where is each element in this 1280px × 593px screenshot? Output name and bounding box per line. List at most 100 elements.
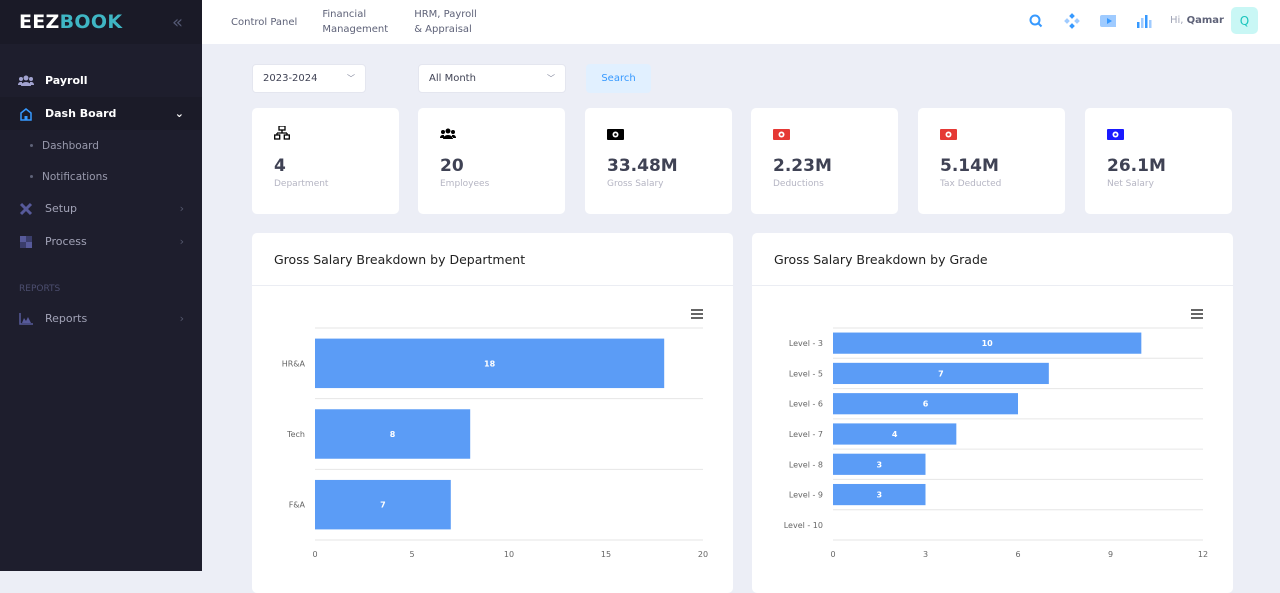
logo-text: EEZ — [19, 11, 60, 33]
stat-label: Department — [274, 179, 329, 189]
money-icon — [1107, 125, 1210, 141]
nav-control-panel[interactable]: Control Panel — [231, 16, 298, 28]
year-select-value: 2023-2024 — [263, 73, 318, 84]
stat-card-employees: 20 Employees — [418, 108, 565, 214]
users-icon — [439, 125, 543, 141]
money-icon — [607, 125, 710, 141]
sidebar-subitem-notifications[interactable]: Notifications — [0, 161, 202, 192]
sidebar-subitem-dashboard[interactable]: Dashboard — [0, 130, 202, 161]
chevron-right-icon: › — [179, 312, 184, 325]
chart-menu-icon[interactable] — [1191, 309, 1203, 321]
chart-title: Gross Salary Breakdown by Department — [252, 233, 733, 286]
stat-label: Employees — [440, 179, 490, 189]
nav-label-line: & Appraisal — [414, 24, 472, 35]
sitemap-icon — [274, 125, 377, 141]
data-label: 6 — [923, 400, 929, 409]
chevron-down-icon: ﹀ — [347, 74, 355, 83]
month-select-value: All Month — [429, 73, 476, 84]
data-label: 18 — [484, 359, 496, 368]
stat-value: 26.1M — [1107, 156, 1166, 176]
y-tick-label: Level - 7 — [789, 430, 823, 439]
greeting-text: Hi, — [1169, 15, 1184, 26]
section-header-reports: REPORTS — [19, 284, 61, 294]
stat-value: 33.48M — [607, 156, 678, 176]
y-tick-label: Level - 9 — [789, 491, 823, 500]
top-bar-actions: Hi, Qamar Q — [1008, 7, 1258, 34]
avatar[interactable]: Q — [1231, 7, 1258, 34]
bar — [833, 483, 926, 506]
chevron-right-icon: › — [179, 202, 184, 215]
x-tick-label: 9 — [1108, 550, 1113, 559]
month-select[interactable]: All Month ﹀ — [418, 64, 566, 93]
sidebar-item-payroll[interactable]: Payroll — [0, 64, 202, 97]
stat-card-tax-deducted: 5.14M Tax Deducted — [918, 108, 1065, 214]
department-chart-card: Gross Salary Breakdown by Department 0 5 1… — [252, 233, 733, 593]
apps-icon[interactable] — [1064, 12, 1080, 29]
home-icon — [18, 107, 34, 121]
y-tick-label: F&A — [289, 501, 306, 510]
data-label: 8 — [390, 430, 396, 439]
sidebar-item-label: Dash Board — [45, 107, 117, 120]
grade-chart: 0 3 6 9 12 Level - 3 10 Level - 5 7 Level - 6 6 Lev… — [784, 327, 1208, 559]
search-icon[interactable] — [1028, 13, 1044, 29]
money-icon — [773, 125, 876, 141]
sidebar-item-setup[interactable]: Setup › — [0, 192, 202, 225]
top-bar: Control Panel Financial Management HRM, P… — [202, 0, 1280, 44]
chevron-down-icon: ⌄ — [174, 107, 184, 120]
x-tick-label: 0 — [312, 550, 317, 559]
money-icon — [940, 125, 1043, 141]
stat-label: Net Salary — [1107, 179, 1154, 189]
data-label: 4 — [892, 430, 898, 439]
nav-hrm-payroll-appraisal[interactable]: HRM, Payroll & Appraisal — [414, 7, 477, 37]
chart-menu-icon[interactable] — [691, 309, 703, 321]
x-tick-label: 15 — [601, 550, 611, 559]
sidebar: EEZBOOK « Payroll Dash Board ⌄ Dashboard… — [0, 0, 202, 571]
sidebar-item-reports[interactable]: Reports › — [0, 302, 202, 335]
logo-text-accent: BOOK — [59, 11, 123, 33]
nav-label-line: Financial — [322, 9, 367, 20]
x-tick-label: 5 — [409, 550, 414, 559]
sidebar-item-process[interactable]: Process › — [0, 225, 202, 258]
x-tick-label: 0 — [830, 550, 835, 559]
bar — [315, 479, 451, 530]
data-label: 3 — [876, 460, 882, 469]
users-icon — [18, 74, 34, 88]
stat-value: 20 — [440, 156, 464, 176]
y-tick-label: Level - 5 — [789, 369, 823, 378]
user-greeting[interactable]: Hi, Qamar — [1170, 15, 1224, 26]
logo[interactable]: EEZBOOK — [19, 11, 122, 33]
sidebar-item-dashboard-group[interactable]: Dash Board ⌄ — [0, 97, 202, 130]
stat-label: Gross Salary — [607, 179, 664, 189]
year-select[interactable]: 2023-2024 ﹀ — [252, 64, 366, 93]
video-icon[interactable] — [1099, 13, 1116, 29]
nav-financial-management[interactable]: Financial Management — [322, 7, 388, 37]
bar — [833, 362, 1049, 385]
x-tick-label: 6 — [1015, 550, 1020, 559]
y-tick-label: Level - 3 — [789, 339, 823, 348]
search-button[interactable]: Search — [586, 64, 651, 93]
nav-label-line: Management — [322, 24, 389, 35]
stat-value: 5.14M — [940, 156, 999, 176]
bar — [315, 338, 665, 389]
bar — [833, 453, 926, 475]
x-tick-label: 3 — [923, 550, 928, 559]
stat-card-department: 4 Department — [252, 108, 399, 214]
chevron-down-icon: ﹀ — [547, 74, 555, 83]
department-chart: 0 5 10 15 20 HR&A 18 Tech 8 F&A 7 — [282, 327, 708, 559]
y-tick-label: Level - 10 — [784, 521, 823, 530]
chart-title: Gross Salary Breakdown by Grade — [752, 233, 1233, 286]
data-label: 7 — [380, 501, 386, 510]
y-tick-label: Tech — [286, 430, 305, 439]
collapse-sidebar-icon[interactable]: « — [171, 11, 183, 33]
data-label: 3 — [876, 491, 882, 500]
bar — [833, 423, 957, 445]
stat-label: Tax Deducted — [940, 179, 1002, 189]
x-tick-label: 10 — [504, 550, 514, 559]
stat-label: Deductions — [773, 179, 824, 189]
bar — [833, 393, 1018, 415]
stat-card-net-salary: 26.1M Net Salary — [1085, 108, 1232, 214]
bar-chart-icon[interactable] — [1136, 13, 1152, 29]
tools-icon — [18, 202, 34, 216]
stat-card-deductions: 2.23M Deductions — [751, 108, 898, 214]
x-tick-label: 20 — [698, 550, 708, 559]
